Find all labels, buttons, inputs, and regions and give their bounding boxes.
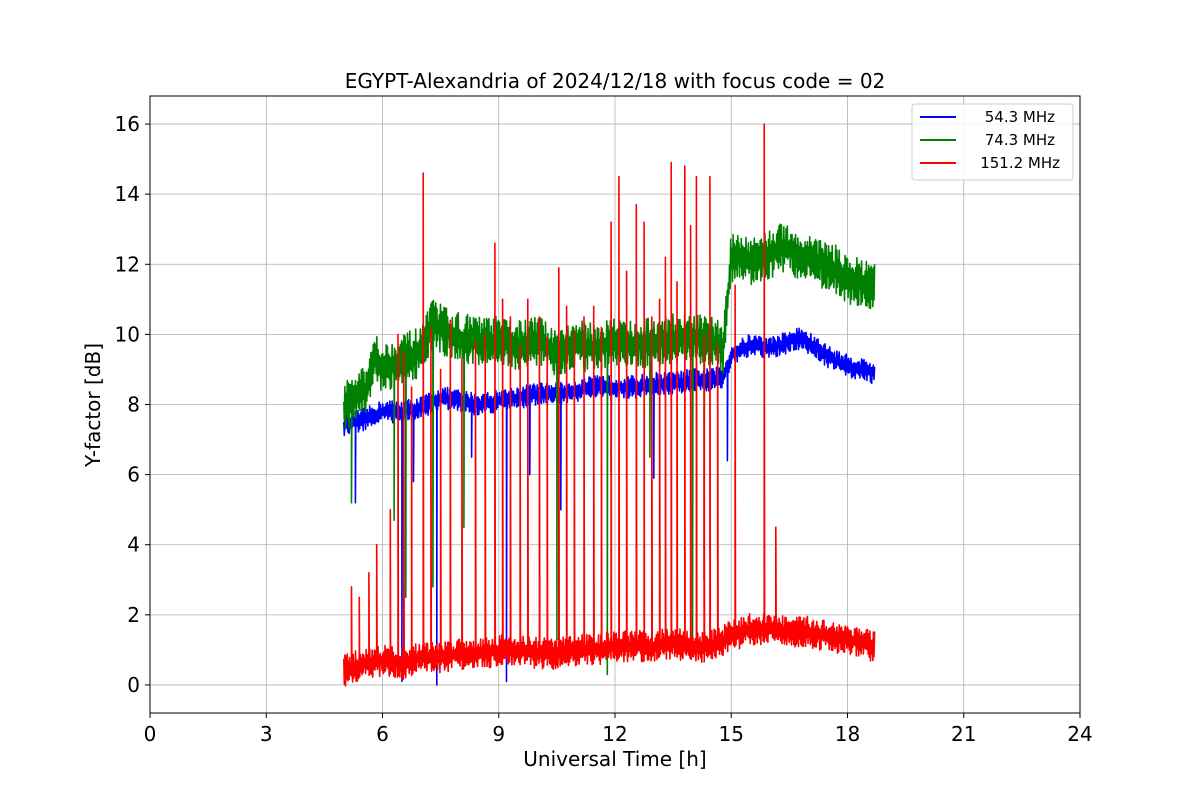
- y-tick-label: 6: [127, 463, 140, 487]
- x-tick-label: 12: [602, 722, 627, 746]
- legend-box: [911, 103, 1074, 181]
- legend-label-54mhz: 54.3 MHz: [985, 108, 1055, 126]
- y-tick-label: 16: [115, 112, 140, 136]
- y-tick-label: 4: [127, 533, 140, 557]
- y-axis-label: Y-factor [dB]: [81, 343, 105, 468]
- legend-label-74mhz: 74.3 MHz: [985, 131, 1055, 149]
- series-layer: [343, 123, 876, 687]
- x-tick-label: 9: [492, 722, 505, 746]
- x-tick-label: 18: [835, 722, 860, 746]
- x-tick-label: 0: [144, 722, 157, 746]
- y-tick-label: 8: [127, 393, 140, 417]
- x-tick-label: 24: [1067, 722, 1092, 746]
- y-tick-label: 2: [127, 603, 140, 627]
- y-tick-label: 10: [115, 322, 140, 346]
- y-tick-label: 12: [115, 252, 140, 276]
- grid-lines: [149, 96, 1081, 713]
- y-tick-label: 14: [115, 182, 140, 206]
- legend-label-151mhz: 151.2 MHz: [980, 154, 1060, 172]
- x-tick-label: 3: [260, 722, 273, 746]
- series-line-151-2-mhz: [343, 123, 876, 687]
- x-tick-label: 21: [951, 722, 976, 746]
- x-tick-label: 6: [376, 722, 389, 746]
- x-tick-label: 15: [719, 722, 744, 746]
- legend: 54.3 MHz 74.3 MHz 151.2 MHz: [911, 103, 1074, 181]
- chart-title: EGYPT-Alexandria of 2024/12/18 with focu…: [345, 69, 886, 93]
- x-axis-label: Universal Time [h]: [523, 747, 706, 771]
- y-tick-label: 0: [127, 673, 140, 697]
- series-line-74-3-mhz: [343, 223, 876, 676]
